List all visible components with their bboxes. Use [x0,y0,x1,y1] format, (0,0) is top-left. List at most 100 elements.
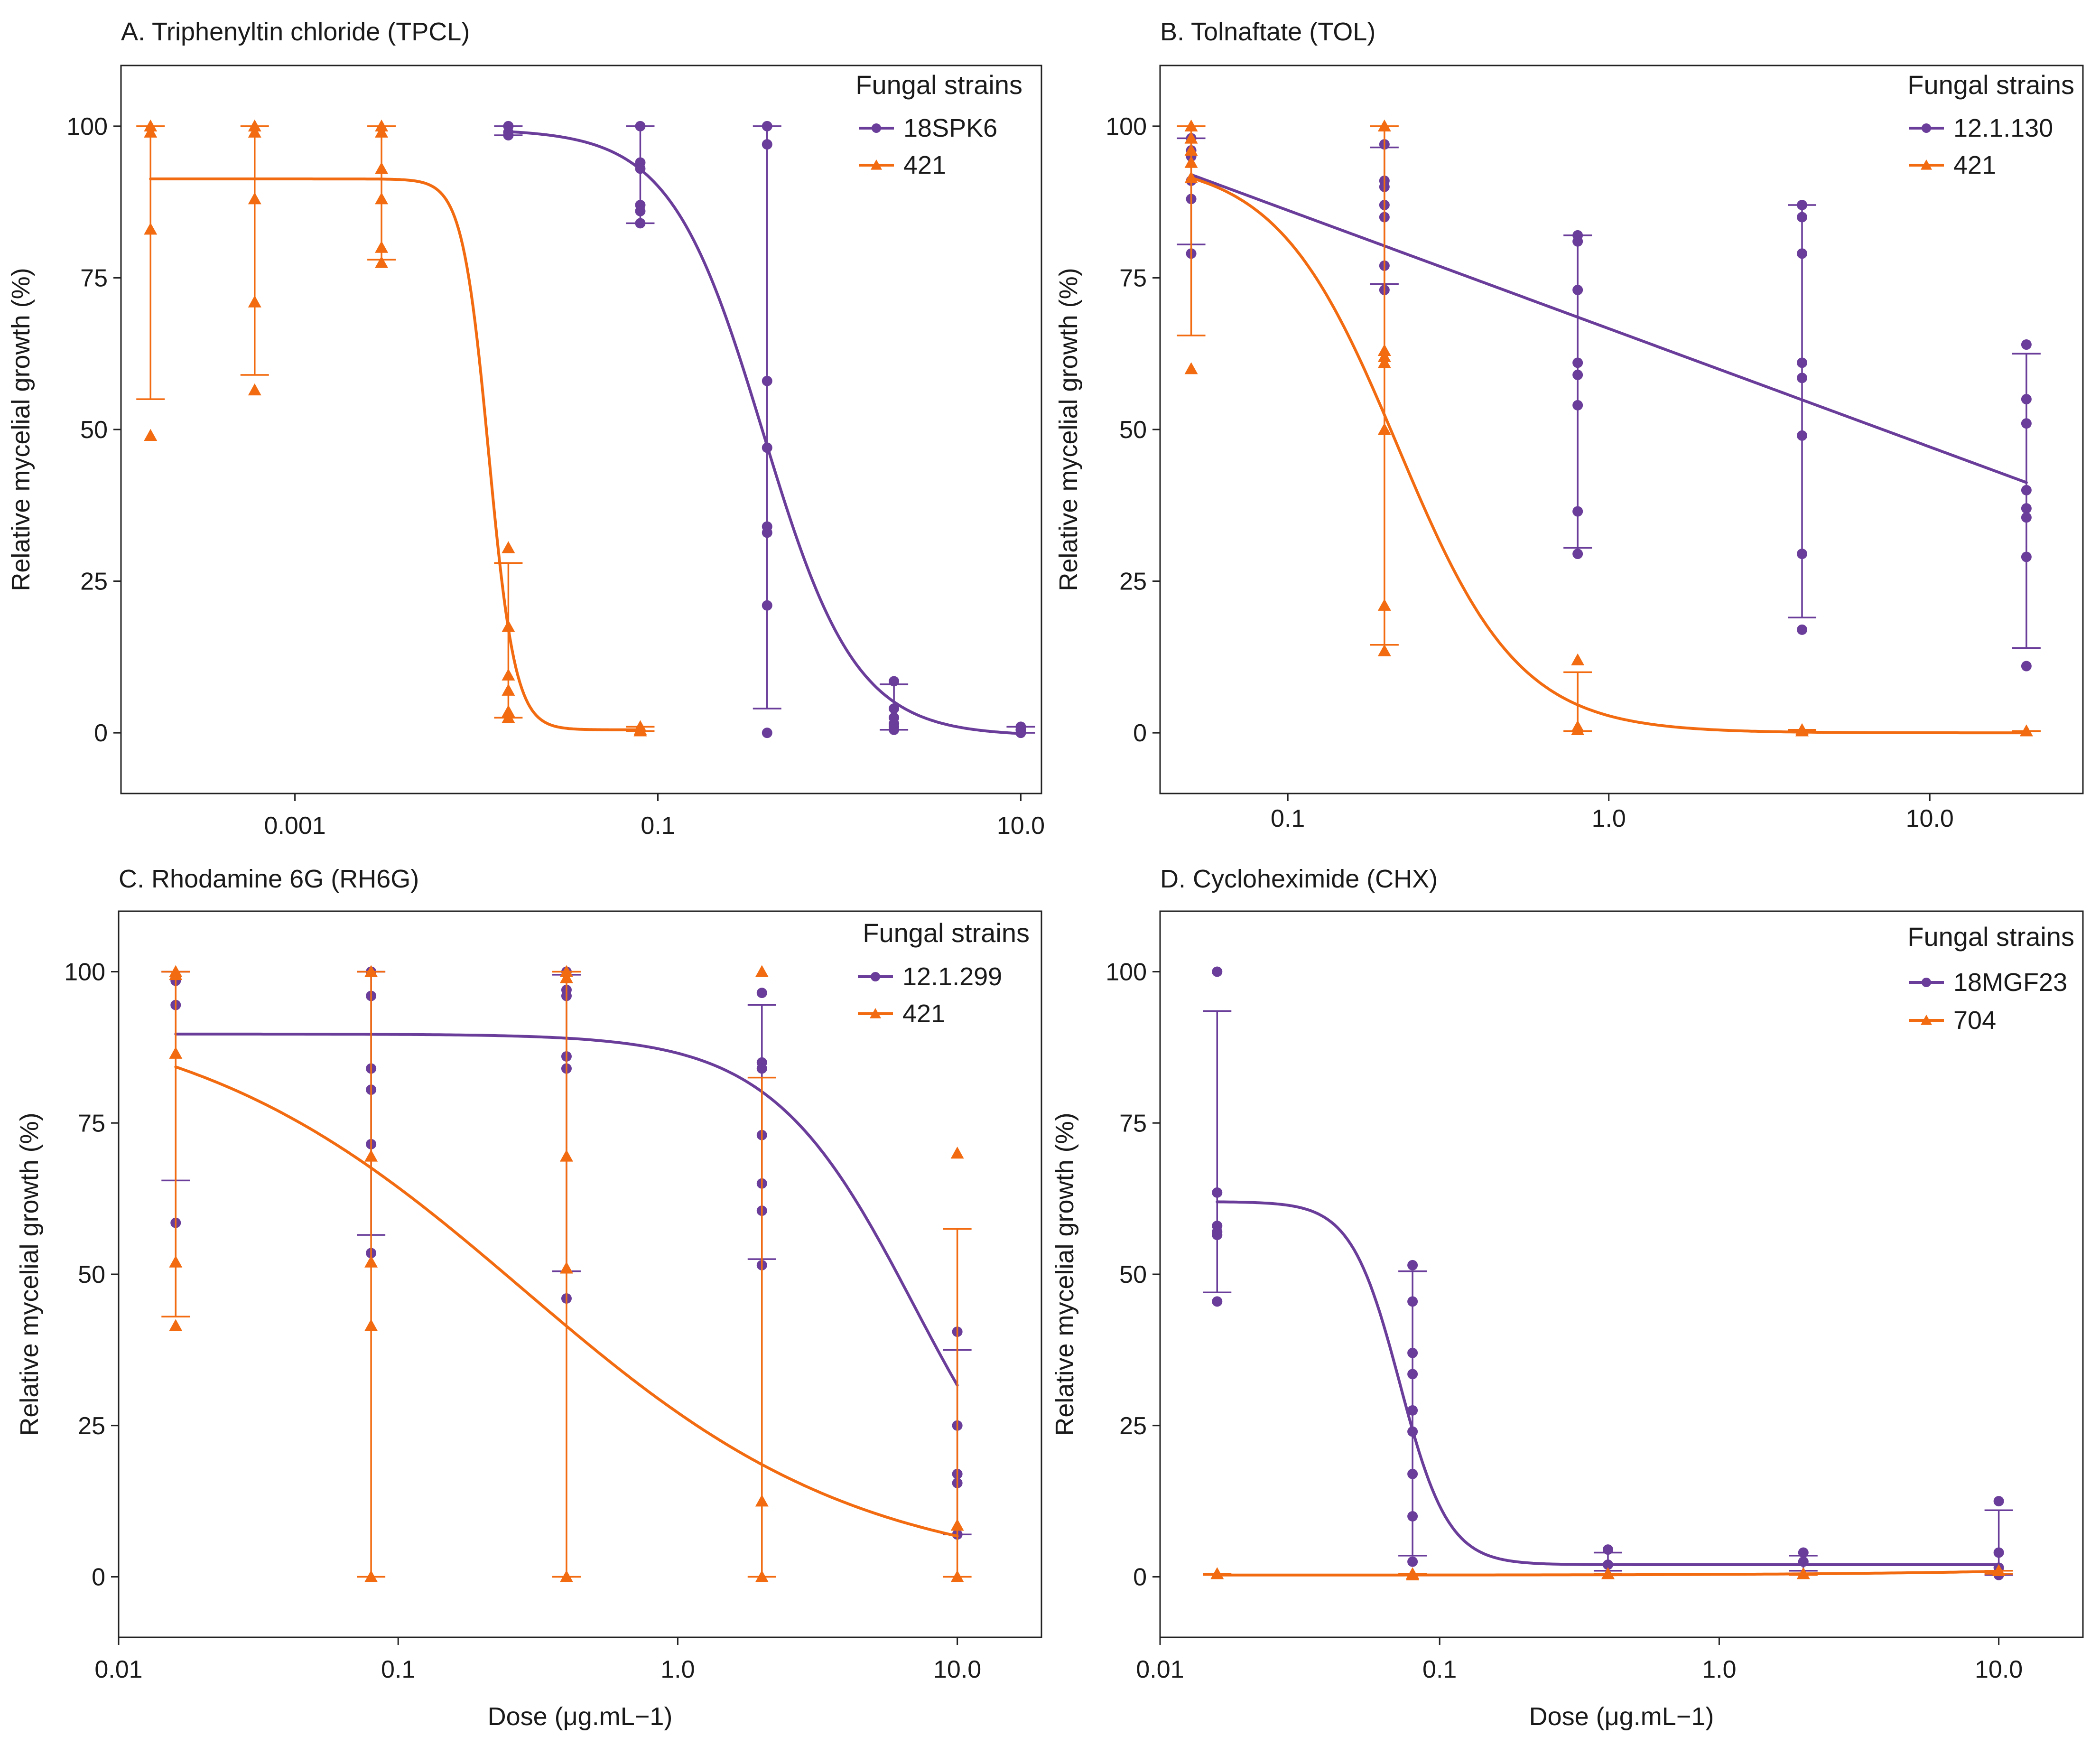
data-point [889,724,900,735]
data-point [635,218,646,229]
x-tick-label: 10.0 [1906,805,1954,832]
data-point [1572,506,1583,517]
data-point [248,119,261,132]
data-point [1797,373,1808,383]
data-point [1572,549,1583,560]
legend-title: Fungal strains [1907,70,2074,100]
y-tick-label: 50 [80,416,108,444]
y-axis-label: Relative mycelial growth (%) [7,268,35,591]
data-point [762,527,772,538]
data-point [1797,549,1808,560]
data-point [2021,485,2032,495]
data-point [1602,1544,1613,1555]
data-point [1377,644,1391,656]
data-point [1184,131,1198,144]
data-point [144,125,158,138]
data-point [2021,512,2032,523]
legend-label: 18MGF23 [1953,968,2067,997]
legend-label: 421 [1953,151,1996,179]
data-point [1797,212,1808,223]
data-point [375,192,389,205]
data-point [1184,156,1198,168]
data-point [1212,1187,1223,1198]
data-point [502,668,515,681]
data-point [1572,236,1583,247]
x-tick-label: 0.01 [1136,1656,1184,1683]
x-tick-label: 10.0 [1975,1656,2023,1683]
data-point [502,683,515,696]
data-point [756,988,767,999]
chart-panel-b: B. Tolnaftate (TOL) 0 25 50 75 100 0.1 1.0 10.0 R… [1054,18,2084,832]
data-point [1377,119,1391,132]
legend-marker-circle-icon [872,123,881,133]
data-point [364,1255,378,1268]
fitted-curve [1216,1570,2000,1577]
data-point [762,600,772,611]
y-tick-label: 100 [1106,113,1147,140]
chart-panel-c: C. Rhodamine 6G (RH6G) 0 25 50 75 100 0.01 0.1 1… [15,865,1042,1683]
legend-label: 421 [902,999,945,1028]
data-point [364,1319,378,1331]
x-tick-label: 0.1 [1271,805,1305,832]
legend-title: Fungal strains [1907,922,2074,952]
data-point [635,205,646,216]
data-point [2021,418,2032,429]
y-tick-label: 0 [92,1564,105,1591]
data-point [1798,1547,1809,1558]
y-tick-label: 75 [1119,1110,1147,1137]
data-point [375,162,389,174]
data-point [1572,357,1583,368]
y-tick-label: 75 [80,264,108,292]
data-point [248,192,261,205]
chart-panel-d: D. Cycloheximide (CHX) 0 25 50 75 100 0.01 0.1 1… [1050,865,2084,1683]
data-point [1993,1547,2004,1558]
data-point [144,429,158,441]
legend: Fungal strains 12.1.130 421 [1907,70,2074,179]
x-tick-label: 0.001 [264,812,326,840]
legend-marker-triangle-icon [1921,1015,1932,1025]
data-point [559,965,573,977]
data-point [1407,1556,1418,1567]
fitted-curve [174,1065,959,1538]
data-point [1407,1468,1418,1479]
data-point [1572,369,1583,380]
data-point [169,1255,183,1268]
data-point [755,1494,769,1507]
data-point [169,968,183,980]
series-421 [136,119,655,737]
data-point [762,121,772,131]
data-point [248,295,261,308]
legend-label: 18SPK6 [903,114,997,142]
x-tick-label: 0.1 [1422,1656,1457,1683]
data-point [559,1261,573,1274]
y-tick-label: 50 [1119,1261,1147,1288]
legend-label: 421 [903,151,946,179]
y-tick-label: 25 [1119,568,1147,596]
data-point [762,375,772,386]
data-point [1572,284,1583,295]
legend-marker-triangle-icon [871,159,882,170]
fitted-curve [507,130,1022,735]
data-point [1407,1296,1418,1307]
x-axis-label: Dose (μg.mL−1) [488,1702,673,1731]
data-point [950,1570,964,1582]
data-point [2021,339,2032,350]
chart-panel-a: A. Triphenyltin chloride (TPCL) 0 25 50 75 10… [7,18,1045,840]
x-tick-label: 10.0 [997,812,1045,840]
data-point [756,1063,767,1074]
y-tick-label: 50 [78,1261,105,1288]
data-point [364,1149,378,1162]
fitted-curve [1189,176,2028,735]
fitted-curve [149,177,642,731]
data-point [1797,200,1808,211]
data-point [559,971,573,983]
chart-title: A. Triphenyltin chloride (TPCL) [121,18,470,46]
data-point [1407,1260,1418,1270]
y-tick-label: 50 [1119,416,1147,444]
legend: Fungal strains 18SPK6 421 [855,70,1022,179]
data-point [1212,1296,1223,1307]
data-point [1797,248,1808,259]
data-point [375,119,389,132]
series-12-1-130 [1177,133,2041,672]
legend-marker-circle-icon [1922,978,1931,987]
